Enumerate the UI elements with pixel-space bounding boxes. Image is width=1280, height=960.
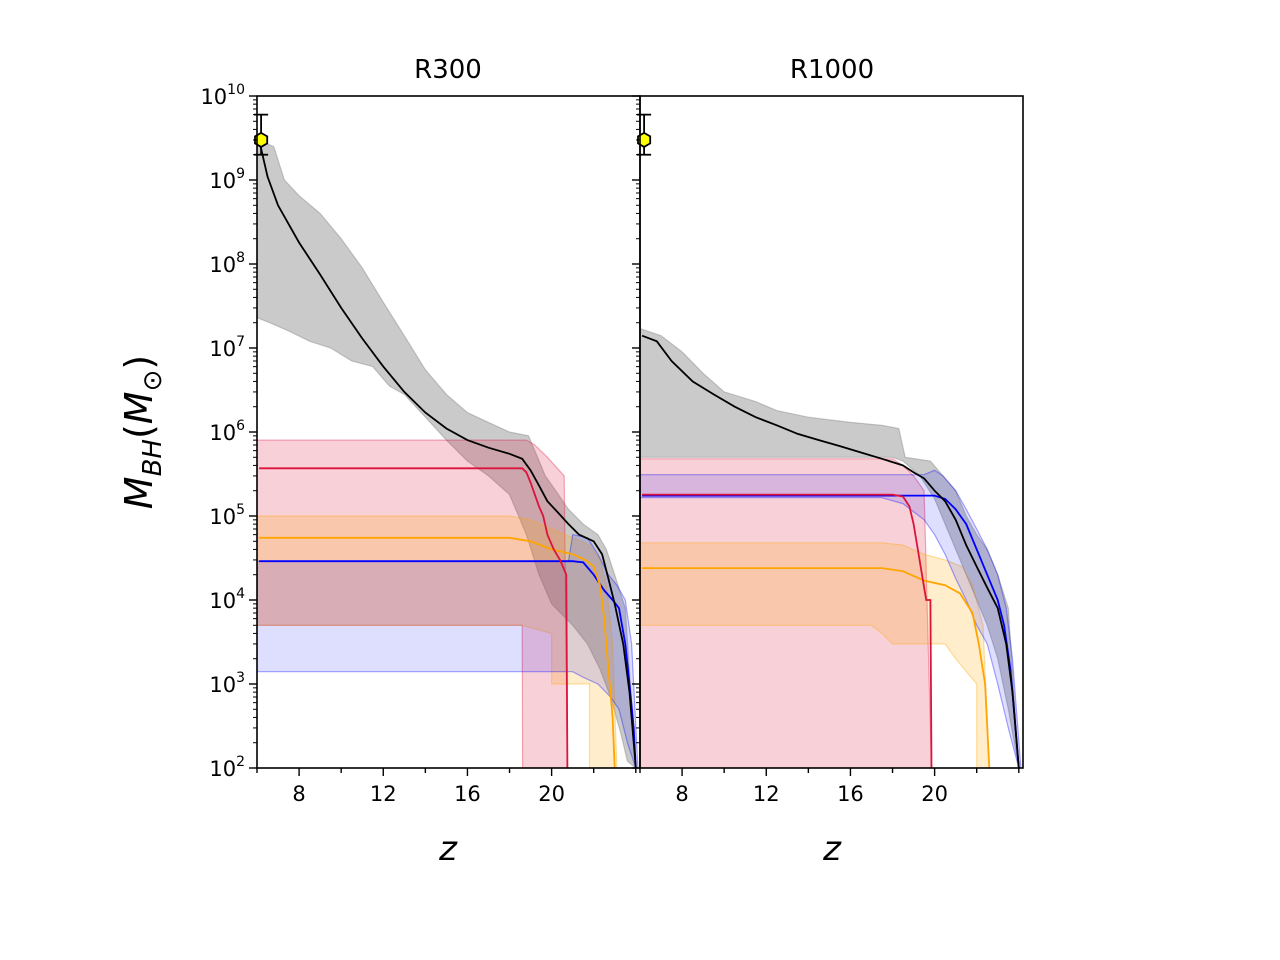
y-tick-label: 103	[209, 670, 245, 697]
x-axis-label: z	[438, 829, 458, 869]
x-tick-label: 16	[454, 782, 481, 806]
band-series-0	[640, 327, 1020, 768]
x-axis-ticks: 8 12 16 20	[639, 768, 1020, 806]
band-series-3	[640, 469, 1022, 768]
line-series-2	[642, 567, 991, 768]
panel-r300: 8 12 16 20 102 103 104 105 106 107 108 109 1010 R30…	[200, 55, 641, 869]
panel-title: R1000	[790, 55, 874, 85]
observed-point	[637, 131, 652, 148]
confidence-bands	[257, 139, 639, 768]
x-axis-ticks: 8 12 16 20	[256, 768, 637, 806]
panel-title: R300	[414, 55, 482, 85]
median-lines	[258, 139, 637, 768]
x-axis-label: z	[822, 829, 842, 869]
x-tick-label: 8	[292, 782, 305, 806]
y-tick-label: 108	[209, 250, 245, 277]
observed-point	[254, 131, 269, 148]
x-tick-label: 12	[753, 782, 780, 806]
x-tick-label: 20	[538, 782, 565, 806]
y-axis-label: MBH(M⊙)	[117, 355, 168, 509]
panel-r1000: 8 12 16 20 R1000 z	[632, 55, 1024, 869]
y-tick-label: 104	[209, 586, 245, 613]
x-tick-label: 8	[675, 782, 688, 806]
y-tick-label: 102	[209, 754, 245, 781]
y-tick-label: 109	[209, 166, 245, 193]
y-axis-ticks	[632, 95, 640, 769]
line-series-2	[259, 536, 616, 768]
y-tick-label: 107	[209, 334, 245, 361]
observed-quasar	[254, 113, 269, 156]
line-series-1	[259, 467, 569, 768]
y-axis-ticks: 102 103 104 105 106 107 108 109 1010	[200, 82, 257, 781]
band-series-2	[640, 542, 990, 768]
band-series-3	[257, 533, 639, 768]
band-series-1	[640, 458, 933, 768]
line-series-0	[258, 139, 637, 768]
x-tick-label: 20	[921, 782, 948, 806]
line-series-0	[641, 334, 1020, 768]
y-tick-label: 106	[209, 418, 245, 445]
median-lines	[641, 334, 1020, 768]
x-tick-label: 16	[837, 782, 864, 806]
line-series-1	[642, 493, 933, 768]
band-series-0	[257, 139, 637, 768]
confidence-bands	[640, 327, 1022, 768]
x-tick-label: 12	[370, 782, 397, 806]
y-tick-label: 105	[209, 502, 245, 529]
y-tick-label: 1010	[200, 82, 245, 109]
